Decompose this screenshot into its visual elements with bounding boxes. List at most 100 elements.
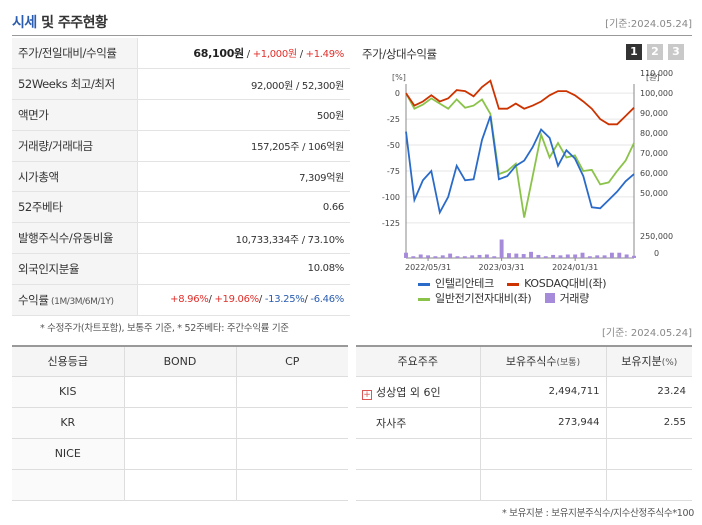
- volume-bar: [551, 254, 556, 258]
- x-tick-label: 2023/03/31: [479, 263, 525, 272]
- table-header: 신용등급 BOND CP: [12, 346, 348, 377]
- volume-bar: [514, 253, 519, 258]
- column-header: 보유주식수(보통): [480, 346, 607, 377]
- footnote: * 보유지분 : 보유지분주식수/지수산정주식수*100: [501, 508, 694, 519]
- holder-shares: 273,944: [480, 407, 607, 439]
- row-value: 92,000원 / 52,300원: [137, 68, 350, 101]
- volume-bar: [484, 254, 489, 258]
- series-line: [405, 92, 635, 218]
- row-label: 주가/전일대비/수익률: [12, 38, 138, 70]
- table-row: + 성상엽 외 6인 2,494,711 23.24: [356, 376, 692, 408]
- expand-button[interactable]: +: [362, 389, 372, 400]
- volume-bar: [609, 252, 614, 258]
- row-label: 52Weeks 최고/최저: [12, 68, 138, 101]
- tick-label: 0: [395, 89, 400, 98]
- basis-date: [기준:2024.05.24]: [605, 19, 692, 30]
- tick-label: -125: [382, 219, 400, 228]
- chart-tab-3[interactable]: 3: [668, 44, 684, 60]
- volume-bar: [536, 254, 541, 258]
- chart-tab-2[interactable]: 2: [647, 44, 663, 60]
- column-header: 보유지분(%): [606, 346, 692, 377]
- table-row: 52주베타 0.66: [12, 191, 350, 224]
- legend-swatch: [418, 297, 430, 301]
- holder-shares: [480, 469, 607, 501]
- volume-bar: [404, 252, 408, 258]
- column-header: BOND: [124, 346, 237, 377]
- volume-bar: [580, 252, 585, 258]
- row-value: 68,100원 / +1,000원 / +1.49%: [137, 38, 350, 70]
- agency-name: KIS: [12, 376, 125, 408]
- row-label: 액면가: [12, 99, 138, 131]
- legend-swatch: [507, 282, 520, 286]
- bond-grade: [124, 376, 237, 408]
- table-row: 52Weeks 최고/최저 92,000원 / 52,300원: [12, 68, 350, 101]
- table-row: 주가/전일대비/수익률 68,100원 / +1,000원 / +1.49%: [12, 38, 350, 70]
- volume-bar: [433, 256, 438, 258]
- row-value: +8.96%/ +19.06%/ -13.25%/ -6.46%: [137, 284, 350, 316]
- holder-percent: 23.24: [606, 376, 692, 408]
- cp-grade: [236, 407, 348, 439]
- section-title: 시세 및 주주현황: [12, 15, 108, 31]
- volume-bar: [470, 255, 475, 258]
- price-chart: [%] [원] 0 -25 -50 -75 -100 -125 110,000 100,000 90…: [382, 69, 673, 272]
- table-row: [356, 469, 692, 501]
- volume-bar: [477, 254, 482, 258]
- table-row: 거래량/거래대금 157,205주 / 106억원: [12, 130, 350, 162]
- tick-label: 110,000: [640, 69, 673, 78]
- table-row: [12, 469, 348, 501]
- tick-label: 250,000: [640, 232, 673, 241]
- series-line: [405, 115, 635, 215]
- tick-label: 90,000: [640, 109, 668, 118]
- volume-bar: [521, 254, 526, 258]
- row-value: 10,733,334주 / 73.10%: [137, 222, 350, 255]
- tick-label: 0: [654, 249, 659, 258]
- quote-table: 주가/전일대비/수익률 68,100원 / +1,000원 / +1.49% 5…: [12, 38, 350, 316]
- volume-bar: [617, 252, 622, 258]
- volume-bar: [573, 254, 578, 258]
- row-label: 발행주식수/유동비율: [12, 222, 138, 255]
- volume-bar: [455, 256, 460, 258]
- holder-shares: [480, 438, 607, 470]
- volume-bar: [507, 253, 511, 258]
- table-row: NICE: [12, 438, 348, 470]
- basis-date: [기준: 2024.05.24]: [601, 328, 692, 339]
- volume-bar: [448, 253, 453, 258]
- chart-title: 주가/상대수익률: [362, 47, 437, 61]
- volume-bar: [595, 255, 600, 258]
- series-line: [405, 79, 635, 126]
- row-label: 외국인지분율: [12, 253, 138, 285]
- chart-tab-1[interactable]: 1: [626, 44, 642, 60]
- volume-bar: [529, 251, 533, 258]
- column-header: CP: [236, 346, 348, 377]
- holder-shares: 2,494,711: [480, 376, 607, 408]
- table-row: KR: [12, 407, 348, 439]
- table-row: 시가총액 7,309억원: [12, 161, 350, 193]
- holder-name: [356, 438, 481, 470]
- table-row: 외국인지분율 10.08%: [12, 253, 350, 285]
- x-tick-label: 2024/01/31: [552, 263, 598, 272]
- volume-bar: [565, 254, 570, 258]
- bond-grade: [124, 438, 237, 470]
- agency-name: NICE: [12, 438, 125, 470]
- tick-label: -75: [387, 167, 400, 176]
- axis-unit: [%]: [392, 73, 406, 82]
- agency-name: KR: [12, 407, 125, 439]
- table-row: [356, 438, 692, 470]
- bond-grade: [124, 469, 237, 501]
- agency-name: [12, 469, 125, 501]
- volume-bar: [587, 256, 592, 258]
- cp-grade: [236, 376, 348, 408]
- volume-bar: [558, 255, 563, 258]
- volume-bar: [624, 254, 629, 258]
- row-value: 157,205주 / 106억원: [137, 130, 350, 162]
- volume-bar: [492, 256, 497, 258]
- table-header: 주요주주 보유주식수(보통) 보유지분(%): [356, 346, 692, 377]
- row-label: 거래량/거래대금: [12, 130, 138, 162]
- section-header: 시세 및 주주현황 [기준:2024.05.24]: [12, 8, 692, 36]
- cp-grade: [236, 469, 348, 501]
- tick-label: 70,000: [640, 149, 668, 158]
- legend-swatch: [544, 293, 555, 303]
- tick-label: 80,000: [640, 129, 668, 138]
